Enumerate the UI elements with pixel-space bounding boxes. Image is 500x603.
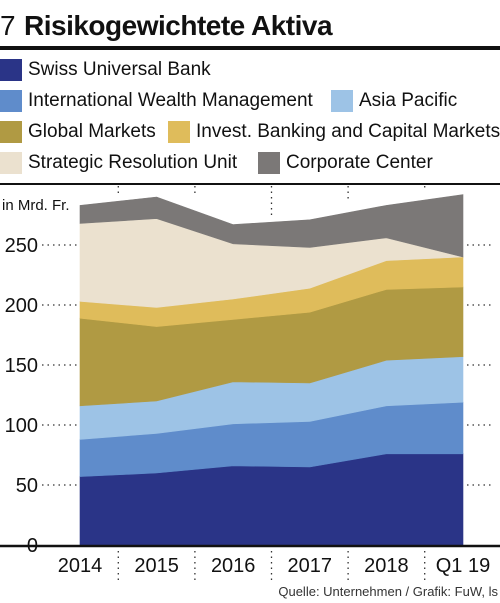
legend-swatch: [0, 59, 22, 81]
legend-item-asia-pacific: Asia Pacific: [331, 87, 457, 115]
y-tick-label: 200: [5, 295, 38, 317]
legend-swatch: [0, 152, 22, 174]
y-axis-label: in Mrd. Fr.: [2, 197, 70, 214]
legend-item-strategic-resolution-unit: Strategic Resolution Unit: [0, 149, 237, 177]
area-corporate-center: [79, 194, 464, 258]
legend-swatch: [258, 152, 280, 174]
legend-label: Global Markets: [28, 121, 156, 142]
y-tick-label: 250: [5, 235, 38, 257]
x-tick-label: 2018: [364, 555, 409, 577]
x-tick-label: Q1 19: [436, 555, 490, 577]
x-tick-label: 2016: [211, 555, 256, 577]
x-tick-label: 2015: [134, 555, 179, 577]
legend-item-corporate-center: Corporate Center: [258, 149, 433, 177]
legend-label: International Wealth Management: [28, 90, 313, 111]
chart-title: Risikogewichtete Aktiva: [24, 10, 333, 41]
y-tick-label: 100: [5, 415, 38, 437]
legend: Swiss Universal Bank International Wealt…: [0, 54, 500, 182]
legend-item-swiss-universal-bank: Swiss Universal Bank: [0, 56, 211, 84]
title-rule: [0, 46, 500, 50]
figure-number: 7: [0, 10, 16, 41]
legend-rule: [0, 183, 500, 185]
chart-header: 7 Risikogewichtete Aktiva: [0, 6, 500, 46]
x-tick-label: 2017: [288, 555, 333, 577]
legend-item-global-markets: Global Markets: [0, 118, 156, 146]
x-tick-label: 2014: [58, 555, 103, 577]
legend-swatch: [331, 90, 353, 112]
legend-swatch: [0, 121, 22, 143]
legend-item-invest-banking: Invest. Banking and Capital Markets: [168, 118, 500, 146]
legend-label: Corporate Center: [286, 152, 433, 173]
legend-swatch: [168, 121, 190, 143]
y-tick-label: 50: [16, 475, 38, 497]
legend-label: Asia Pacific: [359, 90, 458, 111]
source-note: Quelle: Unternehmen / Grafik: FuW, ls: [278, 584, 498, 599]
y-tick-label: 150: [5, 355, 38, 377]
legend-label: Invest. Banking and Capital Markets: [196, 121, 500, 142]
legend-label: Strategic Resolution Unit: [28, 152, 238, 173]
legend-label: Swiss Universal Bank: [28, 59, 211, 80]
legend-item-international-wealth-management: International Wealth Management: [0, 87, 313, 115]
legend-swatch: [0, 90, 22, 112]
